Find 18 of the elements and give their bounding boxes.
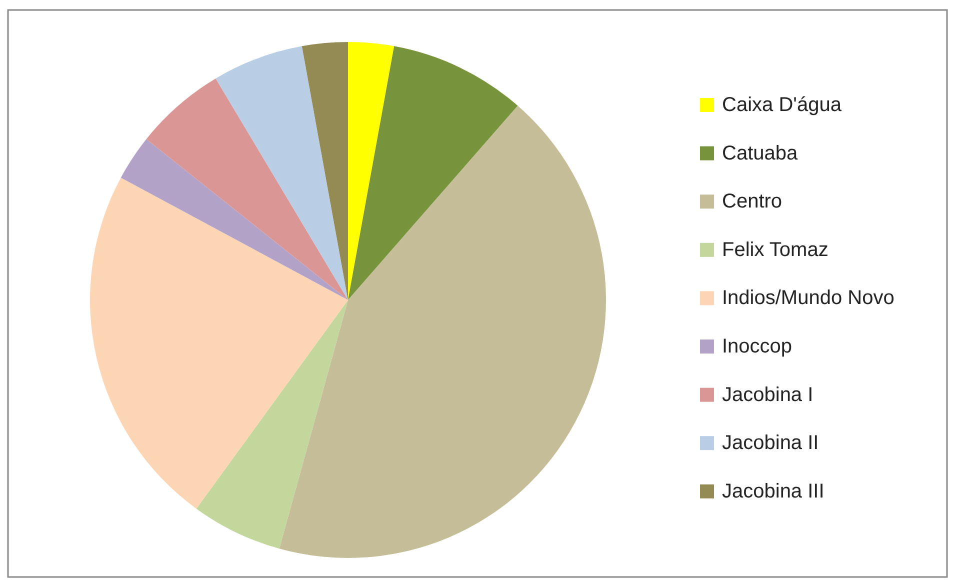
legend-label: Indios/Mundo Novo [722,287,894,310]
legend-label: Inoccop [722,336,792,358]
legend-label: Jacobina I [722,384,814,406]
pie-slice [196,300,348,549]
legend-label: Catuaba [722,142,798,164]
legend-label: Jacobina III [722,480,824,502]
legend-label: Caixa D'água [722,94,842,116]
legend-label: Centro [722,190,782,213]
pie-slice [90,178,348,509]
legend-label: Felix Tomaz [722,238,828,261]
pie-slice [146,78,348,300]
pie-slice [302,42,348,300]
pie-slice [120,139,348,300]
pie-slice [216,46,348,300]
pie-slice [279,106,606,558]
pie-slice [348,42,394,300]
pie-slice [348,46,518,300]
legend-label: Jacobina II [722,432,819,454]
